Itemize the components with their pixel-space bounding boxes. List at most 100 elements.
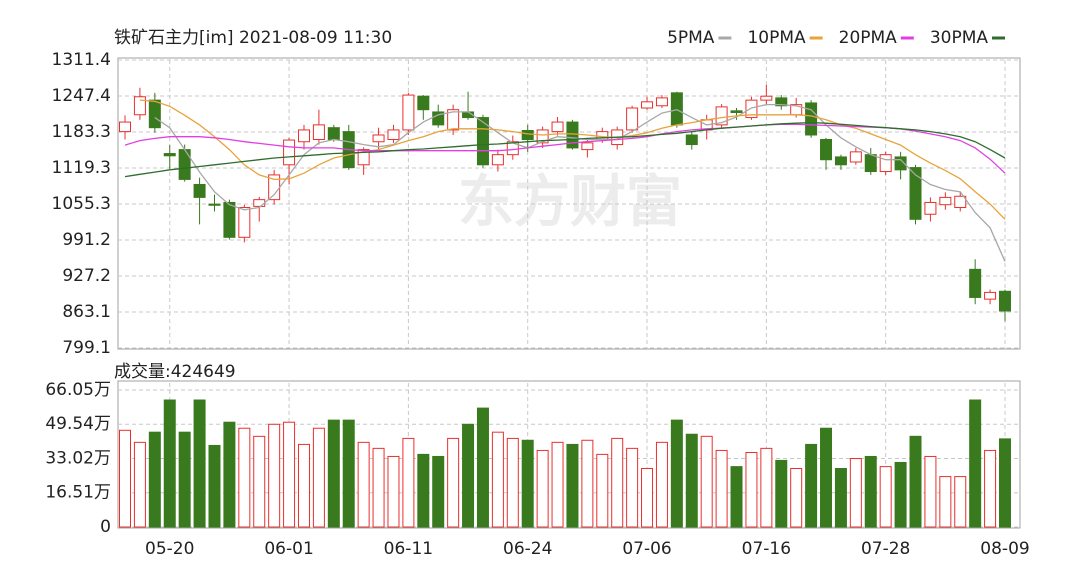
candle-body: [133, 96, 146, 116]
volume-bar: [999, 438, 1011, 528]
candle-body: [939, 196, 952, 206]
legend-label: 30PMA: [930, 28, 989, 48]
y-tick-label: 1247.4: [52, 86, 111, 106]
volume-bar: [357, 441, 370, 528]
candle-body: [670, 92, 683, 126]
candle-body: [193, 183, 206, 198]
volume-bar: [163, 399, 176, 528]
candle-body: [954, 195, 967, 209]
candle-body: [760, 95, 773, 101]
volume-bar: [685, 433, 698, 528]
volume-bar: [984, 449, 997, 528]
volume-bar: [387, 455, 400, 528]
legend-label: 5PMA: [667, 28, 715, 48]
volume-bar: [760, 447, 773, 528]
volume-bar: [849, 458, 862, 528]
candle-body: [402, 94, 415, 131]
volume-bar: [253, 435, 266, 528]
ma-line: [124, 121, 1006, 178]
candle-body: [148, 99, 161, 129]
volume-bar: [342, 419, 355, 528]
plot-frame: [117, 380, 1021, 529]
candle-body: [372, 134, 385, 143]
volume-bar: [864, 455, 877, 528]
candle-body: [476, 117, 489, 166]
y-tick-label: 16.51万: [45, 483, 111, 503]
volume-bar: [447, 437, 460, 528]
y-tick-label: 927.2: [62, 266, 111, 286]
candle-body: [730, 110, 743, 114]
volume-bar: [745, 452, 758, 528]
ma-line: [124, 123, 1006, 174]
x-tick-label: 06-11: [384, 539, 433, 559]
x-tick-label: 07-28: [861, 539, 910, 559]
volume-bar: [193, 399, 206, 528]
volume-bar: [670, 419, 683, 528]
volume-bar: [820, 427, 833, 528]
candle-body: [536, 129, 549, 144]
ma-line: [139, 99, 1006, 220]
candle-body: [894, 156, 907, 171]
candle-body: [238, 207, 251, 238]
candle-body: [417, 95, 430, 111]
x-tick-label: 06-24: [503, 539, 552, 559]
volume-bar: [178, 431, 191, 528]
y-tick-label: 991.2: [62, 230, 111, 250]
volume-bar: [894, 461, 907, 528]
volume-bar: [491, 431, 504, 528]
candle-body: [745, 99, 758, 119]
volume-bar: [924, 455, 937, 528]
volume-bar: [551, 441, 564, 528]
volume-bar: [238, 427, 251, 528]
y-tick-label: 1311.4: [52, 50, 111, 70]
candle-body: [521, 129, 534, 140]
volume-bar: [790, 467, 803, 528]
watermark: 东方财富: [458, 170, 682, 235]
volume-bar: [208, 444, 221, 528]
candle-body: [820, 138, 833, 161]
volume-bar: [611, 437, 624, 528]
y-tick-label: 33.02万: [45, 448, 111, 468]
y-tick-label: 1055.3: [52, 194, 111, 214]
candle-body: [491, 154, 504, 166]
volume-bar: [969, 399, 982, 528]
volume-bar: [133, 441, 146, 528]
y-tick-label: 1119.3: [52, 158, 111, 178]
candle-body: [163, 153, 176, 157]
y-tick-label: 863.1: [62, 302, 111, 322]
volume-bar: [432, 455, 445, 528]
volume-bar: [402, 437, 415, 528]
candle-body: [641, 101, 654, 109]
candle-body: [566, 121, 579, 149]
volume-bar: [581, 439, 594, 528]
volume-bar: [327, 419, 340, 528]
volume-bar: [655, 441, 668, 528]
volume-bar: [596, 453, 609, 528]
candle-body: [984, 291, 997, 300]
candle-body: [551, 121, 564, 133]
volume-bar: [283, 421, 296, 528]
volume-bar: [730, 466, 743, 528]
volume-bar: [641, 467, 654, 528]
x-tick-label: 08-09: [980, 539, 1029, 559]
volume-bar: [879, 466, 892, 528]
chart-title: 铁矿石主力[im] 2021-08-09 11:30: [114, 28, 392, 48]
candle-body: [969, 268, 982, 298]
volume-bar: [954, 476, 967, 528]
volume-bar: [521, 439, 534, 528]
volume-bar: [506, 437, 519, 528]
x-tick-label: 05-20: [145, 539, 194, 559]
candle-body: [208, 203, 221, 206]
legend-label: 20PMA: [839, 28, 898, 48]
volume-bar: [536, 449, 549, 528]
candle-body: [909, 167, 922, 220]
volume-bar: [939, 476, 952, 528]
volume-bar: [775, 459, 788, 528]
candle-body: [357, 149, 370, 166]
candle-body: [283, 139, 296, 166]
x-tick-label: 07-06: [622, 539, 671, 559]
candle-body: [432, 111, 445, 126]
volume-bar: [476, 407, 489, 528]
volume-bar: [297, 443, 310, 528]
candle-body: [119, 121, 131, 133]
